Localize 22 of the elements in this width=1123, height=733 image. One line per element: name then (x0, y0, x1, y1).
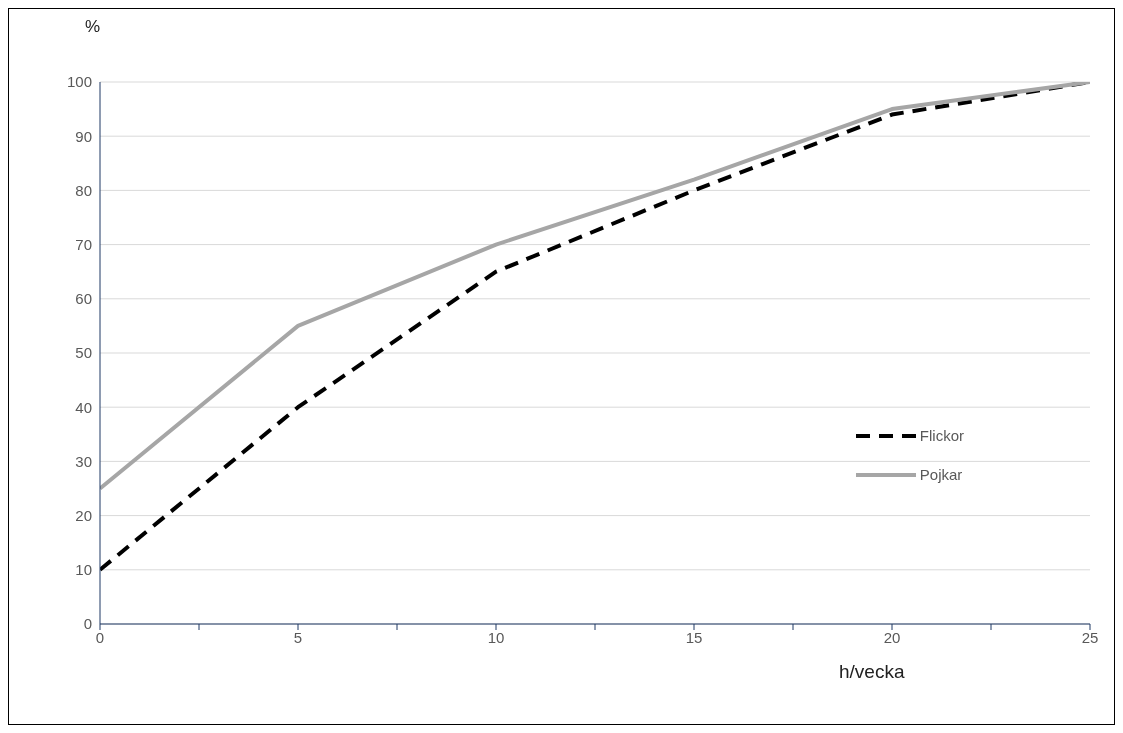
y-tick-label: 90 (75, 127, 92, 145)
y-tick-label: 30 (75, 452, 92, 470)
x-tick-label: 20 (883, 628, 901, 646)
y-tick-label: 60 (75, 290, 92, 308)
line-series (100, 82, 1090, 491)
x-tick-label: 5 (293, 628, 303, 646)
y-tick-label: 80 (75, 181, 92, 199)
x-tick-label: 15 (685, 628, 703, 646)
x-tick-label: 0 (95, 628, 105, 646)
legend-label: Pojkar (919, 466, 963, 483)
x-tick-label: 10 (487, 628, 505, 646)
y-tick-label: 40 (75, 398, 92, 416)
y-axis-title: % (85, 17, 101, 37)
x-axis-title: h/vecka (839, 661, 905, 683)
legend-label: Flickor (919, 427, 964, 444)
y-tick-label: 70 (75, 235, 92, 253)
y-tick-label: 100 (66, 73, 92, 91)
y-tick-label: 50 (75, 344, 92, 362)
y-tick-label: 10 (75, 561, 92, 579)
y-tick-label: 20 (75, 506, 92, 524)
x-tick-label: 25 (1081, 628, 1099, 646)
y-tick-label: 0 (83, 615, 92, 633)
